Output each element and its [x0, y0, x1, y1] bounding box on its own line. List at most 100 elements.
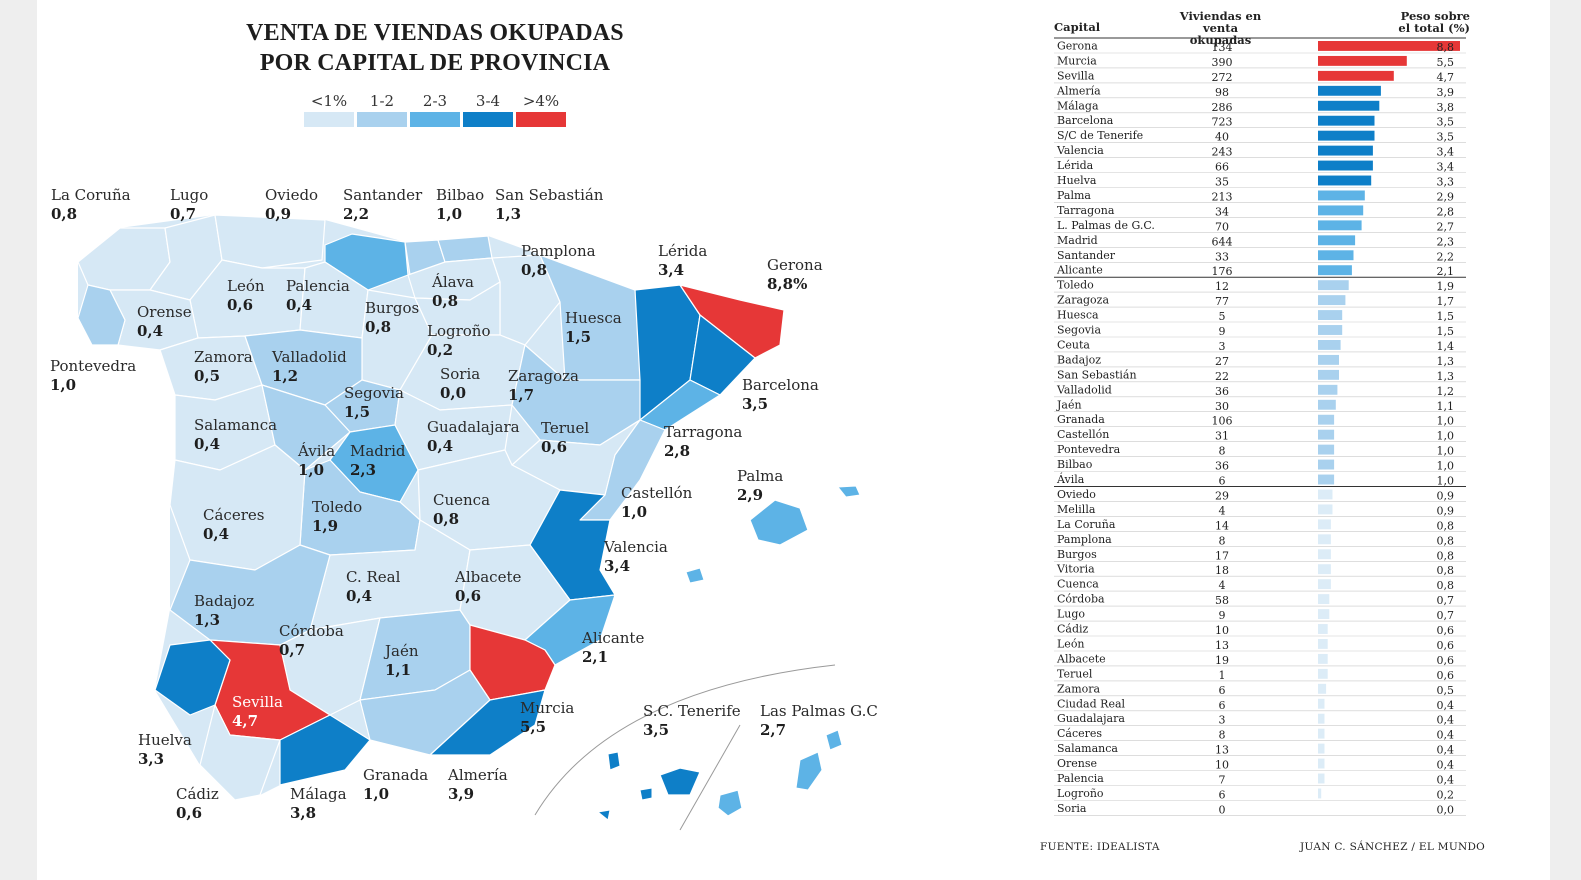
cell-peso: 2,2	[1437, 250, 1455, 263]
province-value: 2,8	[664, 442, 691, 460]
cell-capital: Salamanca	[1057, 742, 1118, 755]
cell-capital: Granada	[1057, 413, 1105, 426]
bar-sevilla	[1318, 70, 1394, 81]
bar-guadalajara	[1318, 713, 1325, 724]
bar-badajoz	[1318, 354, 1339, 365]
table-row: Madrid 644 2,3	[1054, 234, 1466, 248]
bar-logrono	[1318, 788, 1322, 799]
ibiza-island	[685, 567, 705, 584]
cell-capital: Bilbao	[1057, 458, 1093, 471]
province-value: 0,8	[432, 292, 459, 310]
province-label-zamora: Zamora 0,5	[194, 348, 253, 386]
cell-capital: L. Palmas de G.C.	[1057, 219, 1155, 232]
cell-capital: León	[1057, 637, 1085, 650]
table-row: Toledo 12 1,9	[1054, 279, 1466, 293]
cell-capital: Murcia	[1057, 54, 1097, 67]
bar-castellon	[1318, 429, 1335, 440]
bar-palencia	[1318, 773, 1325, 784]
province-name: Oviedo	[265, 186, 319, 204]
cell-peso: 2,9	[1437, 190, 1455, 203]
legend-label: >4%	[522, 92, 560, 110]
bar-oviedo	[1318, 489, 1333, 500]
cell-viviendas: 77	[1215, 295, 1229, 308]
province-value: 0,0	[440, 384, 467, 402]
province-value: 0,4	[427, 437, 454, 455]
cell-peso: 0,8	[1437, 534, 1455, 547]
province-name: Cáceres	[203, 506, 265, 524]
province-name: San Sebastián	[495, 186, 604, 204]
province-name: Lugo	[170, 186, 209, 204]
province-label-leon: León 0,6	[227, 277, 265, 315]
col-head-viviendas: Viviendas en venta okupadas	[1163, 10, 1278, 46]
table-row: Valencia 243 3,4	[1054, 144, 1466, 159]
bar-almeria	[1318, 85, 1381, 96]
canary-frame-arc	[534, 664, 836, 816]
province-value: 0,2	[427, 341, 454, 359]
map-title-line-2: POR CAPITAL DE PROVINCIA	[259, 50, 611, 76]
cell-capital: Palencia	[1057, 772, 1104, 785]
table-row: Murcia 390 5,5	[1054, 54, 1466, 69]
cell-capital: Pamplona	[1057, 533, 1112, 546]
cell-viviendas: 6	[1219, 699, 1226, 712]
cell-viviendas: 8	[1219, 445, 1226, 458]
bar-segovia	[1318, 325, 1343, 335]
province-logrono	[414, 281, 501, 336]
cell-peso: 1,5	[1437, 310, 1455, 323]
bar-l-palmas-de-g-c	[1318, 220, 1362, 231]
col-head-peso-line-2: el total (%)	[1398, 21, 1470, 35]
province-name: Toledo	[312, 498, 363, 516]
cell-viviendas: 1	[1219, 669, 1226, 682]
province-label-albacete: Albacete 0,6	[455, 568, 521, 606]
cell-peso: 3,5	[1437, 131, 1455, 144]
cell-peso: 1,1	[1437, 400, 1455, 413]
province-label-segovia: Segovia 1,5	[344, 384, 404, 422]
table-row: Salamanca 13 0,4	[1054, 742, 1466, 757]
cell-peso: 1,2	[1437, 385, 1455, 398]
table-row: Guadalajara 3 0,4	[1054, 712, 1466, 727]
cell-viviendas: 33	[1215, 250, 1229, 263]
cell-capital: Alicante	[1056, 264, 1103, 277]
province-value: 4,7	[232, 712, 259, 730]
bar-murcia	[1318, 55, 1407, 66]
cell-capital: Orense	[1057, 757, 1097, 770]
bar-pamplona	[1318, 534, 1331, 545]
bar-avila	[1318, 474, 1335, 485]
bar-lugo	[1318, 609, 1330, 619]
cell-viviendas: 14	[1215, 519, 1229, 532]
bar-santander	[1318, 250, 1354, 261]
province-value: 1,0	[298, 461, 325, 479]
bar-cadiz	[1318, 624, 1328, 634]
cell-capital: Córdoba	[1057, 593, 1105, 606]
cell-viviendas: 10	[1215, 624, 1229, 637]
province-name: Cádiz	[176, 785, 219, 803]
table-row: Vitoria 18 0,8	[1054, 563, 1466, 577]
cell-viviendas: 36	[1215, 460, 1229, 473]
province-palma	[749, 499, 809, 546]
hierro-island	[596, 809, 611, 821]
cell-peso: 0,6	[1437, 654, 1455, 667]
bar-ciudad-real	[1318, 698, 1325, 709]
province-label-caceres: Cáceres 0,4	[203, 506, 264, 544]
cell-capital: Teruel	[1057, 667, 1093, 680]
table-row: Cáceres 8 0,4	[1054, 727, 1466, 742]
province-name: Salamanca	[194, 416, 278, 434]
cell-viviendas: 40	[1215, 131, 1229, 144]
province-name: Valladolid	[272, 348, 347, 366]
cell-peso: 1,5	[1437, 325, 1455, 338]
table-row: Huesca 5 1,5	[1054, 309, 1466, 323]
province-value: 5,5	[520, 718, 547, 736]
bar-huesca	[1318, 310, 1343, 320]
table-row: Palencia 7 0,4	[1054, 772, 1466, 787]
bar-alicante	[1318, 265, 1352, 276]
gomera-island	[639, 787, 653, 801]
cell-peso: 0,4	[1437, 744, 1455, 757]
cell-capital: Cádiz	[1057, 623, 1089, 636]
cell-viviendas: 272	[1212, 71, 1233, 84]
cell-viviendas: 31	[1215, 430, 1229, 443]
province-name: Albacete	[455, 568, 522, 586]
province-name: Pamplona	[521, 242, 596, 260]
cell-capital: Tarragona	[1057, 204, 1115, 217]
province-value: 0,6	[227, 296, 254, 314]
cell-viviendas: 4	[1219, 579, 1226, 592]
table-row: Burgos 17 0,8	[1054, 548, 1466, 562]
